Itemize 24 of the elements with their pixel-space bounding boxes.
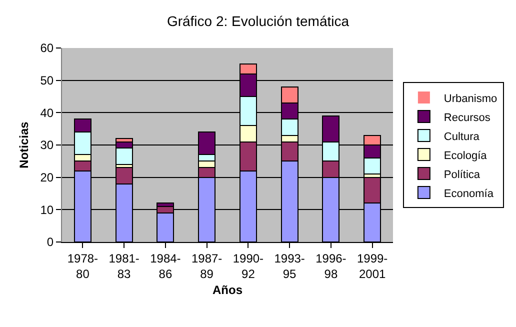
legend-label: Ecología [444,150,488,162]
chart-title: Gráfico 2: Evolución temática [166,13,350,30]
legend-label: Economía [444,188,494,200]
y-tick-label: 50 [40,74,54,88]
legend-label: Urbanismo [444,92,498,105]
x-tick-label: 1996- 98 [316,251,346,281]
y-tick-label: 60 [40,41,54,56]
x-tick-label: 1999- 2001 [356,251,388,281]
x-tick-label: 1987- 89 [191,251,222,281]
x-tick-label: 1984- 86 [150,251,181,281]
y-tick-label: 10 [40,202,54,217]
y-tick-label: 0 [46,235,54,250]
y-tick-label: 30 [40,138,54,152]
legend-label: Cultura [444,130,480,143]
x-tick-label: 1993- 95 [274,251,305,281]
x-tick-label: 1978- 80 [67,251,98,281]
x-tick-label: 1981- 83 [108,251,140,281]
x-axis-title: Años [212,283,243,297]
x-tick-label: 1990- 92 [232,251,264,281]
legend-label: Recursos [444,112,491,124]
y-tick-label: 20 [40,170,54,185]
legend-label: Política [444,168,481,181]
y-axis-title: Noticias [17,121,31,168]
y-tick-label: 40 [40,106,54,120]
